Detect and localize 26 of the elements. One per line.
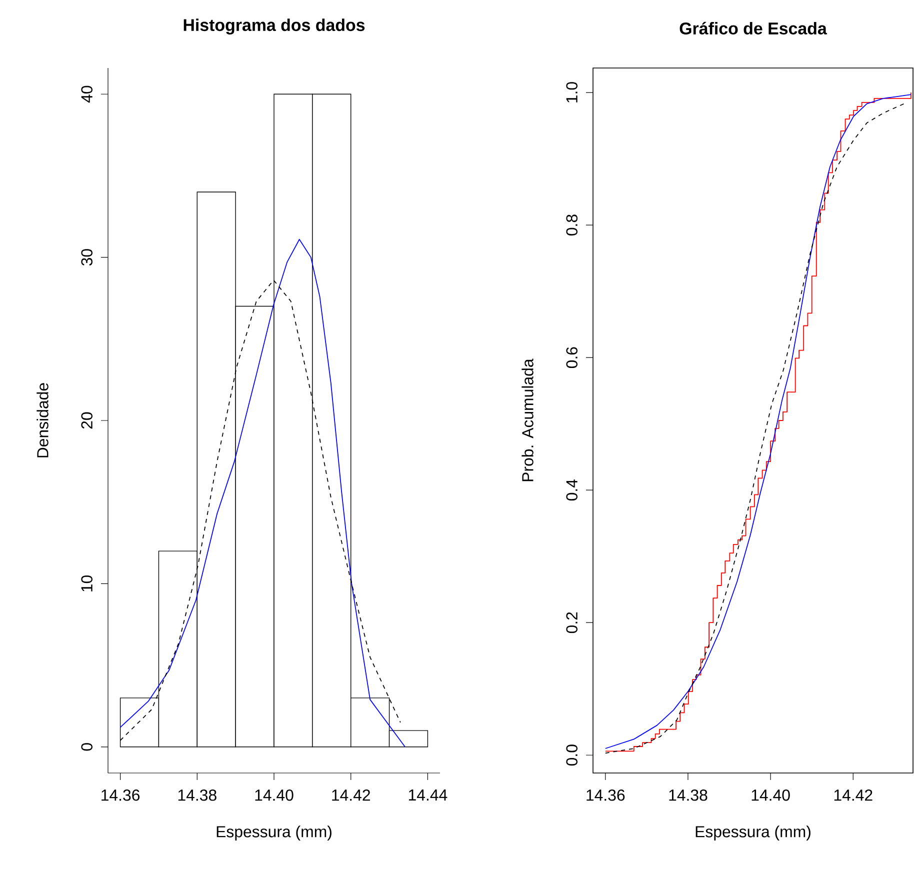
x-axis-title: Espessura (mm) [696, 826, 810, 840]
y-tick-label: 40 [81, 86, 92, 103]
x-tick-label: 14.42 [332, 790, 370, 801]
chart-title: Histograma dos dados [184, 18, 365, 34]
y-tick-label: 0.8 [566, 214, 578, 236]
x-tick-label: 14.36 [102, 790, 140, 801]
x-tick-label: 14.42 [834, 790, 872, 801]
y-tick-label: 0.0 [566, 744, 578, 766]
y-tick-label: 30 [81, 249, 92, 266]
y-tick-label: 1.0 [566, 82, 578, 102]
y-tick-label: 0.2 [566, 612, 578, 634]
y-tick-label: 20 [81, 412, 92, 429]
x-axis-title: Espessura (mm) [216, 826, 332, 840]
x-tick-label: 14.36 [586, 790, 625, 801]
y-tick-label: 0.4 [566, 479, 578, 501]
y-tick-label: 10 [81, 575, 92, 592]
chart-title: Gráfico de Escada [680, 22, 827, 34]
y-axis-title: Densidade [36, 383, 48, 458]
x-tick-label: 14.38 [178, 790, 216, 801]
y-axis-title: Prob. Acumulada [522, 358, 534, 482]
x-tick-label: 14.40 [752, 790, 790, 801]
x-tick-label: 14.38 [669, 790, 708, 801]
x-tick-label: 14.44 [408, 790, 448, 800]
y-tick-label: 0 [81, 743, 92, 751]
y-tick-label: 0.6 [566, 347, 578, 368]
x-tick-label: 14.40 [255, 790, 294, 801]
